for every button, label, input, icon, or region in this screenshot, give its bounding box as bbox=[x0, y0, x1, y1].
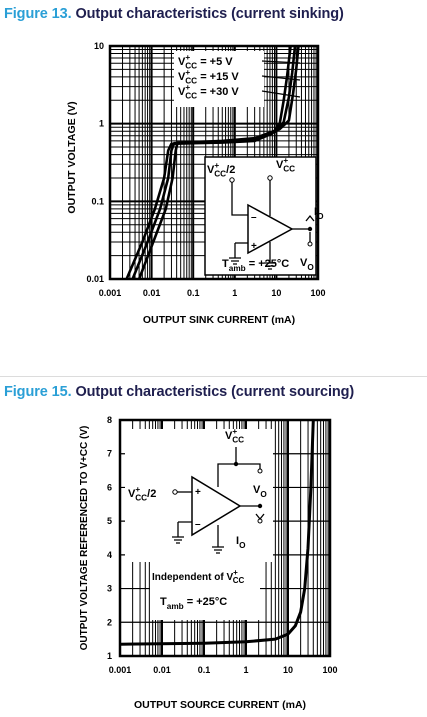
ground-icon bbox=[172, 536, 184, 544]
vcc-label: V+ CC bbox=[225, 427, 244, 444]
x-tick-label: 1 bbox=[232, 288, 237, 298]
opamp-symbol bbox=[191, 475, 242, 537]
x-tick-label: 0.1 bbox=[187, 288, 200, 298]
opamp-plus: + bbox=[195, 487, 201, 498]
ground-icon bbox=[229, 257, 241, 265]
y-tick-label: 5 bbox=[107, 516, 112, 526]
ground-icon bbox=[264, 262, 276, 270]
chart-current-sinking: 0.001 0.01 0.1 1 10 100 0.01 0.1 1 10 OUTPUT SINK … bbox=[66, 41, 326, 326]
y-tick-label: 6 bbox=[107, 482, 112, 492]
figure-13-title: Figure 13. Output characteristics (curre… bbox=[4, 6, 344, 22]
vcc-half-label: V+ CC/2 bbox=[207, 161, 235, 178]
divider bbox=[0, 376, 427, 377]
figure-13-number: Figure 13. bbox=[4, 6, 72, 22]
x-tick-label: 100 bbox=[322, 665, 337, 675]
vo-terminal bbox=[257, 468, 263, 474]
wire-input-minus bbox=[231, 182, 248, 216]
vcc-label: V+ CC bbox=[276, 156, 295, 173]
series-line bbox=[119, 419, 315, 646]
circuit-box bbox=[125, 429, 273, 562]
y-axis-label: OUTPUT VOLTAGE (V) bbox=[66, 101, 78, 213]
chart-current-sourcing: 0.001 0.01 0.1 1 10 100 1 2 3 4 5 6 7 8 OUTPUT SOURCE … bbox=[79, 415, 338, 711]
x-axis-label: OUTPUT SINK CURRENT (mA) bbox=[143, 314, 295, 326]
x-tick-label: 10 bbox=[283, 665, 293, 675]
y-tick-label: 7 bbox=[107, 449, 112, 459]
current-arrow bbox=[305, 214, 315, 222]
ground-icon bbox=[212, 546, 224, 554]
io-label: IO bbox=[236, 535, 246, 550]
y-tick-label: 10 bbox=[94, 41, 104, 51]
y-tick-label: 0.01 bbox=[86, 274, 104, 284]
output-node bbox=[307, 226, 313, 232]
tamb-label: Tamb = +25°C bbox=[222, 258, 289, 273]
y-axis-label: OUTPUT VOLTAGE REFERENCED TO V+CC (V) bbox=[79, 426, 90, 651]
opamp-plus: + bbox=[251, 241, 257, 252]
x-tick-label: 0.001 bbox=[109, 665, 132, 675]
y-tick-label: 1 bbox=[107, 651, 112, 661]
legend-pointer bbox=[261, 60, 301, 64]
y-tick-label: 4 bbox=[107, 550, 112, 560]
vo-label: VO bbox=[253, 484, 267, 499]
opamp-minus: – bbox=[195, 519, 201, 530]
legend-pointer bbox=[261, 75, 301, 81]
legend-pointer bbox=[261, 90, 301, 98]
tamb-label: Tamb = +25°C bbox=[160, 596, 227, 611]
x-tick-label: 0.1 bbox=[198, 665, 211, 675]
figure-13-caption: Output characteristics (current sinking) bbox=[75, 6, 344, 22]
vo-terminal bbox=[307, 241, 313, 247]
x-axis-label: OUTPUT SOURCE CURRENT (mA) bbox=[134, 699, 306, 711]
y-tick-label: 1 bbox=[99, 119, 104, 129]
legend-box bbox=[174, 51, 264, 107]
legend-label: V+ CC = +5 V bbox=[178, 53, 233, 70]
x-tick-label: 0.001 bbox=[99, 288, 122, 298]
vcc-half-label: V+ CC/2 bbox=[128, 485, 156, 502]
opamp-minus: – bbox=[251, 212, 257, 223]
circuit-box bbox=[204, 156, 317, 276]
figure-15-title: Figure 15. Output characteristics (curre… bbox=[4, 384, 354, 400]
figure-15-number: Figure 15. bbox=[4, 384, 72, 400]
legend-label: V+ CC = +30 V bbox=[178, 83, 239, 100]
series-line bbox=[137, 45, 300, 280]
terminal bbox=[229, 177, 235, 183]
y-tick-label: 2 bbox=[107, 617, 112, 627]
x-tick-label: 0.01 bbox=[143, 288, 161, 298]
figure-15-caption: Output characteristics (current sourcing… bbox=[75, 384, 355, 400]
x-tick-label: 0.01 bbox=[153, 665, 171, 675]
x-tick-label: 1 bbox=[243, 665, 248, 675]
wire-input-minus bbox=[177, 521, 192, 537]
io-terminal bbox=[257, 518, 263, 524]
supply-terminal bbox=[267, 175, 273, 181]
legend-label: V+ CC = +15 V bbox=[178, 68, 239, 85]
plot-frame bbox=[118, 418, 332, 658]
plot-frame bbox=[108, 44, 320, 281]
x-tick-label: 10 bbox=[271, 288, 281, 298]
y-tick-label: 3 bbox=[107, 584, 112, 594]
annotation-box bbox=[150, 562, 260, 620]
output-node bbox=[257, 503, 263, 509]
io-label: IO bbox=[314, 206, 324, 221]
vo-label: VO bbox=[300, 257, 314, 272]
wire-vo-top bbox=[236, 463, 261, 469]
x-tick-label: 100 bbox=[310, 288, 325, 298]
y-tick-label: 0.1 bbox=[91, 196, 104, 206]
y-tick-label: 8 bbox=[107, 415, 112, 425]
wire-supply bbox=[217, 447, 237, 487]
opamp-symbol bbox=[247, 203, 294, 255]
independent-label: Independent of V+ CC bbox=[152, 568, 245, 585]
